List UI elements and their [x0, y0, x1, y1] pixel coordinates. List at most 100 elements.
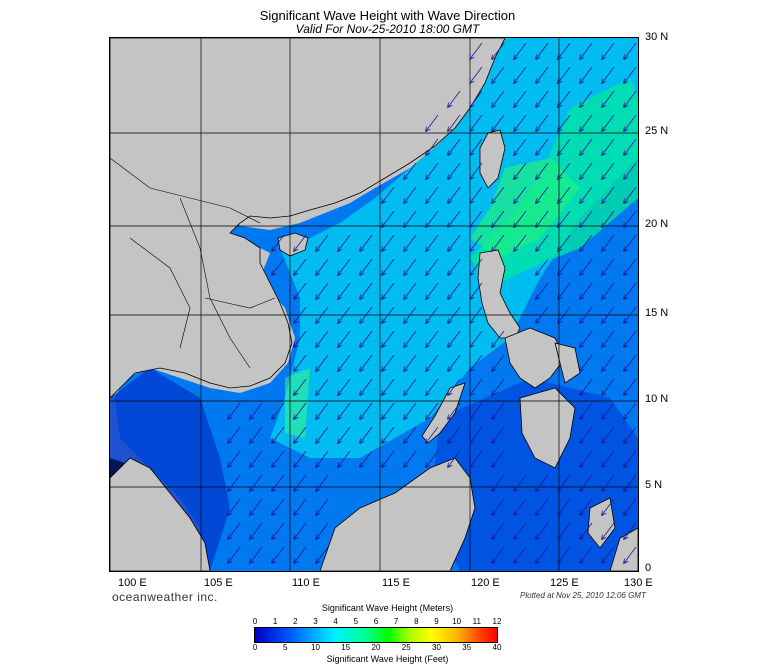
wave-arrow [426, 450, 439, 467]
wave-arrow [492, 522, 505, 539]
wave-arrow [360, 258, 373, 275]
wave-arrow [382, 210, 395, 227]
wave-arrow [580, 66, 593, 83]
wave-arrow [338, 402, 351, 419]
wave-arrow [602, 450, 615, 467]
wave-arrow [602, 426, 615, 443]
wave-arrow [514, 114, 527, 131]
wave-arrow [294, 378, 307, 395]
wave-arrow [514, 42, 527, 59]
wave-arrow [338, 330, 351, 347]
feet-tick-label: 15 [341, 643, 351, 652]
wave-arrow [382, 378, 395, 395]
wave-arrow [338, 282, 351, 299]
wave-arrow [250, 426, 263, 443]
meter-tick-label: 10 [452, 617, 462, 626]
wave-arrow [558, 162, 571, 179]
wave-arrow [580, 522, 593, 539]
wave-arrow [558, 474, 571, 491]
wave-arrow [624, 90, 637, 107]
wave-arrow [558, 522, 571, 539]
wave-arrow [360, 426, 373, 443]
wave-arrow [316, 450, 329, 467]
feet-tick-label: 40 [492, 643, 502, 652]
wave-arrow [536, 66, 549, 83]
wave-arrow [228, 474, 241, 491]
wave-arrow [624, 162, 637, 179]
wave-arrow [360, 282, 373, 299]
feet-tick-label: 0 [252, 643, 258, 652]
wave-arrow [470, 450, 483, 467]
brand-logo-text: oceanweather inc. [112, 590, 218, 604]
lat-label-10n: 10 N [645, 393, 669, 405]
lat-label-0: 0 [645, 562, 652, 574]
wave-arrow [536, 234, 549, 251]
wave-arrow [470, 330, 483, 347]
wave-arrow [558, 90, 571, 107]
wave-arrow [316, 498, 329, 515]
wave-arrow [426, 234, 439, 251]
ocean-area [110, 38, 638, 571]
wave-arrow [536, 258, 549, 275]
wave-arrow [580, 234, 593, 251]
map-canvas [110, 38, 638, 571]
wave-arrow [448, 90, 461, 107]
wave-arrow [338, 234, 351, 251]
meter-tick-label: 0 [252, 617, 258, 626]
meter-tick-label: 11 [472, 617, 481, 626]
wave-arrow [514, 546, 527, 563]
wave-arrow [338, 306, 351, 323]
wave-arrow [316, 378, 329, 395]
wave-arrow [580, 114, 593, 131]
wave-arrow [338, 258, 351, 275]
feet-tick-label: 20 [371, 643, 381, 652]
wave-arrow [536, 474, 549, 491]
wave-arrow [404, 258, 417, 275]
wave-arrow [316, 282, 329, 299]
wave-arrow [470, 66, 483, 83]
wave-arrow [426, 186, 439, 203]
wave-arrow [580, 282, 593, 299]
wave-arrow [624, 426, 637, 443]
wave-arrow [536, 282, 549, 299]
wave-arrow [272, 522, 285, 539]
lon-label-115e: 115 E [382, 577, 410, 589]
wave-arrow [426, 378, 439, 395]
meter-tick-label: 3 [313, 617, 318, 626]
wave-arrow [492, 186, 505, 203]
wave-arrow [338, 378, 351, 395]
wave-arrow [558, 306, 571, 323]
wave-arrow [272, 450, 285, 467]
lon-label-100e: 100 E [118, 577, 147, 589]
wave-arrow [558, 42, 571, 59]
wave-arrow [470, 354, 483, 371]
wave-arrow [448, 282, 461, 299]
wave-arrow [492, 498, 505, 515]
wave-arrow [492, 378, 505, 395]
lat-label-25n: 25 N [645, 125, 669, 137]
wave-arrow [580, 474, 593, 491]
wave-arrow [580, 378, 593, 395]
lon-label-130e: 130 E [624, 577, 653, 589]
wave-arrow [272, 546, 285, 563]
wave-arrow [624, 42, 637, 59]
wave-arrow [404, 162, 417, 179]
wave-arrow [382, 450, 395, 467]
wave-arrow [382, 186, 395, 203]
wave-arrow [580, 498, 593, 515]
wave-arrow [470, 426, 483, 443]
wave-arrow [360, 234, 373, 251]
wave-arrow [602, 90, 615, 107]
wave-arrow [470, 138, 483, 155]
wave-arrow [514, 90, 527, 107]
lat-label-30n: 30 N [645, 31, 669, 43]
wave-arrow [602, 114, 615, 131]
wave-arrow [404, 426, 417, 443]
chart-subtitle: Valid For Nov-25-2010 18:00 GMT [295, 22, 480, 36]
meter-tick-label: 7 [393, 617, 399, 626]
wave-arrow [426, 402, 439, 419]
wave-arrow [404, 306, 417, 323]
wave-arrow [624, 114, 637, 131]
wave-arrow [492, 90, 505, 107]
wave-arrow [272, 258, 285, 275]
